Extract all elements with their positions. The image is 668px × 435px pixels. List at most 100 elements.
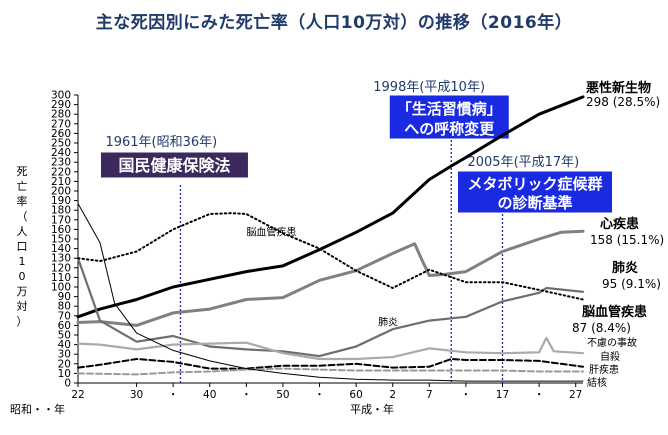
era-label-showa: 昭和・・年 <box>10 402 65 416</box>
inline-series-label: 肺炎 <box>378 316 398 328</box>
annotation-box <box>99 151 249 179</box>
y-axis-label-text: 死亡率 （ 人口 1 0 万対 ） <box>17 165 28 328</box>
y-axis-label-char: ） <box>17 315 28 328</box>
y-tick-label: 220 <box>51 166 71 178</box>
y-tick-label: 40 <box>58 339 71 351</box>
series-value-label: 95 (9.1%) <box>602 277 661 291</box>
annotation-year: 1961年(昭和36年) <box>105 135 217 150</box>
series-line-7 <box>77 367 584 376</box>
y-tick-label: 110 <box>51 272 71 284</box>
series-name-label: 自殺 <box>600 350 620 363</box>
y-tick-label: 150 <box>51 234 71 246</box>
series-name-label: 心疾患 <box>600 216 639 232</box>
y-tick-label: 210 <box>51 176 71 188</box>
y-axis-label-char: （ <box>17 210 28 223</box>
y-tick-label: 100 <box>51 282 71 294</box>
series-name-label: 結核 <box>587 376 607 389</box>
y-axis-label-char: 0 <box>19 270 26 283</box>
series-lines <box>76 95 585 382</box>
y-tick-label: 50 <box>58 330 71 342</box>
y-tick-label: 290 <box>51 99 71 111</box>
era-labels: 昭和・・年 平成・年 <box>10 402 394 416</box>
x-tick-label: ・ <box>534 389 545 401</box>
y-axis-label-char: 1 <box>19 255 26 268</box>
y-tick-label: 190 <box>51 195 71 207</box>
series-line-6 <box>77 358 584 370</box>
y-tick-label: 240 <box>51 147 71 159</box>
y-axis-label-char: 万 <box>17 285 28 298</box>
series-line-2 <box>76 229 585 327</box>
y-tick-label: 270 <box>51 118 71 130</box>
y-tick-label: 0 <box>64 378 71 390</box>
y-axis-label-char: 人 <box>17 225 28 238</box>
x-tick-label: 40 <box>203 389 216 401</box>
annotation-box <box>456 170 613 214</box>
y-tick-label: 10 <box>58 368 71 380</box>
y-tick-label: 30 <box>58 349 71 361</box>
x-tick-label: 50 <box>276 389 289 401</box>
series-line-3 <box>76 257 585 358</box>
annotation-event: への呼称変更 <box>404 120 495 138</box>
x-tick-labels: 22 30 ・ 40 ・ 50 ・ 60 2 7 ・ 17 ・ 27 <box>71 389 582 401</box>
chart-title: 主な死因別にみた死亡率（人口10万対）の推移（2016年） <box>95 13 573 33</box>
annotation-1: 1961年(昭和36年) 国民健康保険法 <box>99 135 249 383</box>
y-tick-label: 120 <box>51 262 71 274</box>
series-name-label: 肝疾患 <box>589 363 619 376</box>
annotations: 1961年(昭和36年) 国民健康保険法 1998年(平成10年) 「生活習慣病」への… <box>99 80 613 383</box>
x-tick-label: 60 <box>349 389 362 401</box>
annotation-event: 国民健康保険法 <box>118 156 230 175</box>
x-tick-label: 27 <box>569 389 582 401</box>
y-tick-label: 70 <box>58 310 71 322</box>
annotation-year: 1998年(平成10年) <box>373 80 485 95</box>
x-tick-label: ・ <box>241 389 252 401</box>
series-name-label: 悪性新生物 <box>586 80 651 96</box>
series-line-1 <box>76 95 585 319</box>
x-tick-label: 2 <box>389 389 396 401</box>
axes <box>74 94 583 387</box>
series-name-label: 不慮の事故 <box>587 336 637 349</box>
series-value-label: 298 (28.5%) <box>586 95 660 109</box>
series-value-label: 158 (15.1%) <box>590 233 664 247</box>
era-label-heisei: 平成・年 <box>350 402 394 416</box>
y-tick-label: 250 <box>51 138 71 150</box>
y-axis-label-char: 亡 <box>17 179 28 193</box>
y-axis-label-char: 率 <box>17 194 28 208</box>
inline-series-label: 脳血管疾患 <box>246 225 296 238</box>
y-axis-label-char: 死 <box>17 165 28 178</box>
y-tick-label: 300 <box>51 90 71 102</box>
x-tick-label: ・ <box>168 389 179 401</box>
x-tick-label: 17 <box>496 389 509 401</box>
y-tick-label: 80 <box>58 301 71 313</box>
y-tick-label: 90 <box>58 291 71 303</box>
y-tick-label: 140 <box>51 243 71 255</box>
x-tick-label: ・ <box>461 389 472 401</box>
y-tick-labels: 0102030405060708090100110120130140150160… <box>51 90 71 390</box>
x-tick-label: 30 <box>130 389 143 401</box>
series-line-8 <box>77 203 584 382</box>
annotation-event: メタボリック症候群 <box>467 175 602 193</box>
y-tick-label: 230 <box>51 157 71 169</box>
y-tick-label: 260 <box>51 128 71 140</box>
y-tick-label: 200 <box>51 186 71 198</box>
annotation-year: 2005年(平成17年) <box>467 155 579 170</box>
y-tick-label: 280 <box>51 109 71 121</box>
y-tick-label: 60 <box>58 320 71 332</box>
x-tick-label: ・ <box>314 389 325 401</box>
x-tick-label: 22 <box>71 389 84 401</box>
y-tick-label: 160 <box>51 224 71 236</box>
y-tick-label: 20 <box>58 358 71 370</box>
annotation-event: 「生活習慣病」 <box>397 100 502 118</box>
annotation-box <box>388 94 510 140</box>
y-tick-label: 180 <box>51 205 71 217</box>
annotation-2: 1998年(平成10年) 「生活習慣病」への呼称変更 <box>373 80 510 383</box>
series-name-label: 肺炎 <box>612 260 638 276</box>
y-axis-label-char: 対 <box>17 299 28 313</box>
y-axis-label-char: 口 <box>17 240 28 253</box>
series-line-5 <box>76 336 585 361</box>
series-name-label: 脳血管疾患 <box>582 304 647 320</box>
annotation-event: の診断基準 <box>497 194 572 212</box>
